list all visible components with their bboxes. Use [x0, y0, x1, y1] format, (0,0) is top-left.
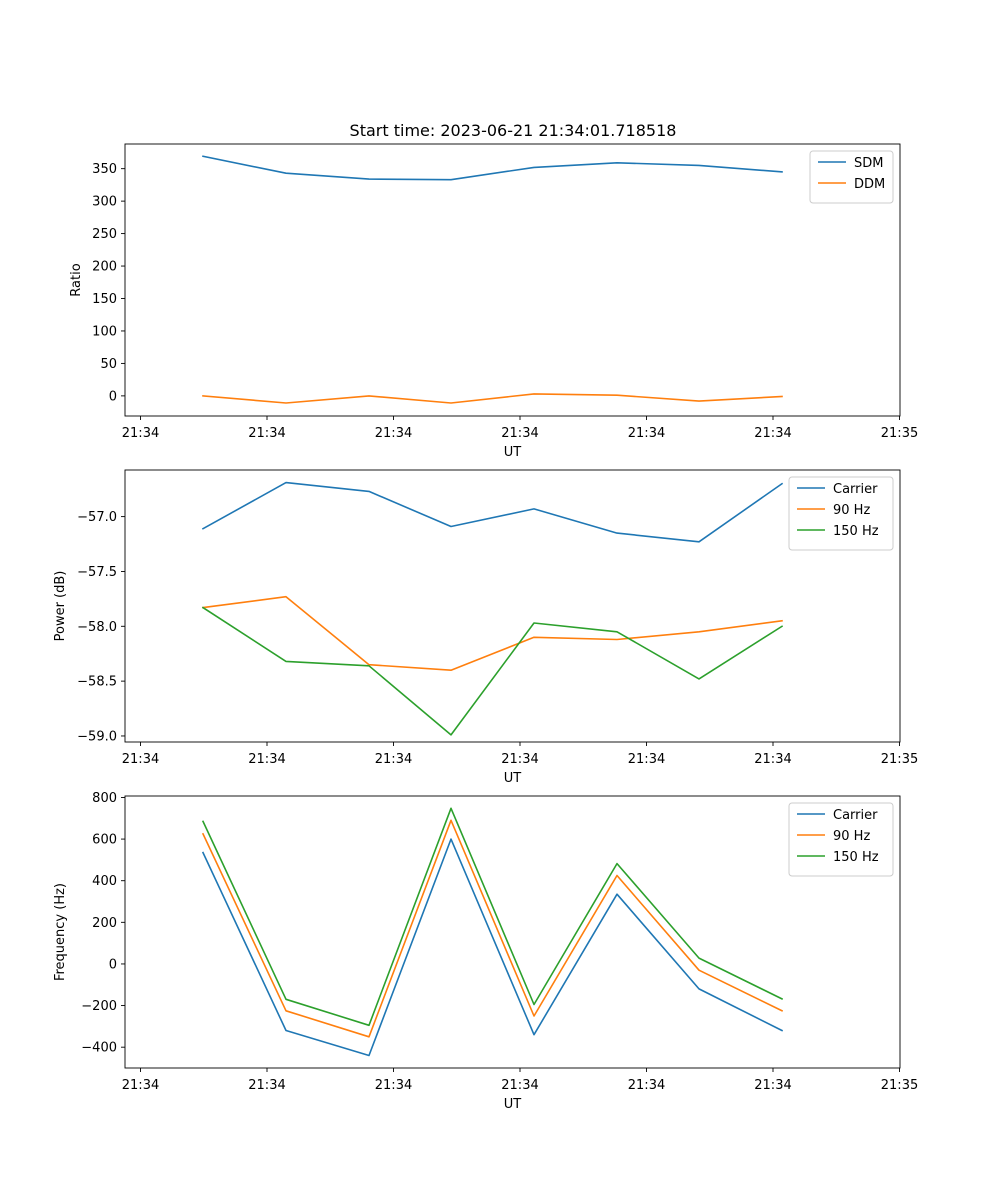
axes-frame	[124, 143, 901, 417]
x-axis-label: UT	[504, 1097, 522, 1112]
series-line	[201, 807, 784, 1027]
x-tick-label: 21:34	[501, 752, 538, 767]
legend-entry: 150 Hz	[833, 524, 879, 539]
series-line	[201, 819, 784, 1038]
chart-panel: 21:34 21:34 21:34 21:34 21:34 21:34 21:35 −400 −…	[53, 791, 918, 1112]
x-tick-label: 21:34	[754, 1078, 791, 1093]
legend-entry: 90 Hz	[833, 503, 870, 518]
y-tick-label: −57.0	[77, 510, 117, 525]
x-tick-label: 21:34	[628, 1078, 665, 1093]
legend-entry: SDM	[854, 156, 883, 171]
y-tick-label: 100	[92, 324, 117, 339]
y-tick-label: −59.0	[77, 729, 117, 744]
y-tick-label: 400	[92, 874, 117, 889]
legend-box	[788, 476, 894, 551]
legend: Carrier 90 Hz 150 Hz	[788, 802, 894, 877]
y-tick-label: 150	[92, 292, 117, 307]
legend-box	[809, 150, 894, 204]
series-line	[202, 595, 783, 672]
x-tick-label: 21:34	[122, 426, 159, 441]
legend-entry: Carrier	[833, 482, 878, 497]
x-axis-label: UT	[504, 771, 522, 786]
y-axis-label: Power (dB)	[53, 571, 68, 642]
x-tick-label: 21:34	[122, 1078, 159, 1093]
y-tick-label: 0	[109, 389, 117, 404]
x-tick-label: 21:34	[248, 752, 285, 767]
y-tick-label: 250	[92, 227, 117, 242]
x-tick-label: 21:34	[248, 426, 285, 441]
y-tick-label: 200	[92, 260, 117, 275]
plots: 21:34 21:34 21:34 21:34 21:34 21:34 21:35 0 50 10…	[53, 143, 918, 1112]
x-tick-label: 21:34	[122, 752, 159, 767]
legend: SDM DDM	[809, 150, 894, 204]
y-tick-label: −58.0	[77, 620, 117, 635]
x-tick-label: 21:35	[881, 752, 918, 767]
x-tick-label: 21:34	[375, 1078, 412, 1093]
x-tick-label: 21:34	[628, 752, 665, 767]
y-tick-label: 350	[92, 162, 117, 177]
x-tick-label: 21:34	[248, 1078, 285, 1093]
series-line	[202, 155, 783, 181]
y-tick-label: −57.5	[77, 565, 117, 580]
x-tick-label: 21:35	[881, 426, 918, 441]
y-tick-label: 800	[92, 791, 117, 806]
legend-entry: 90 Hz	[833, 829, 870, 844]
y-tick-label: 600	[92, 833, 117, 848]
x-tick-label: 21:34	[375, 752, 412, 767]
figure-title: Start time: 2023-06-21 21:34:01.718518	[350, 121, 677, 140]
y-tick-label: 50	[100, 357, 117, 372]
series-line	[201, 606, 784, 736]
legend-entry: DDM	[854, 177, 885, 192]
axes-frame	[124, 469, 901, 743]
x-tick-label: 21:34	[628, 426, 665, 441]
chart-panel: 21:34 21:34 21:34 21:34 21:34 21:34 21:35 0 50 10…	[69, 143, 918, 460]
x-tick-label: 21:34	[754, 752, 791, 767]
y-tick-label: 0	[109, 957, 117, 972]
x-tick-label: 21:34	[754, 426, 791, 441]
legend-entry: 150 Hz	[833, 850, 879, 865]
axes-frame	[124, 795, 901, 1069]
y-tick-label: 200	[92, 916, 117, 931]
x-tick-label: 21:34	[375, 426, 412, 441]
y-tick-label: −200	[81, 999, 117, 1014]
chart-panel: 21:34 21:34 21:34 21:34 21:34 21:34 21:35 −59.0…	[53, 469, 918, 786]
legend-box	[788, 802, 894, 877]
y-tick-label: −400	[81, 1041, 117, 1056]
legend: Carrier 90 Hz 150 Hz	[788, 476, 894, 551]
series-line	[201, 838, 784, 1057]
y-axis-label: Frequency (Hz)	[53, 883, 68, 981]
x-tick-label: 21:34	[501, 426, 538, 441]
series-line	[202, 393, 783, 404]
y-tick-label: 300	[92, 195, 117, 210]
x-tick-label: 21:35	[881, 1078, 918, 1093]
series-line	[201, 481, 784, 543]
x-tick-label: 21:34	[501, 1078, 538, 1093]
legend-entry: Carrier	[833, 808, 878, 823]
y-tick-label: −58.5	[77, 675, 117, 690]
x-axis-label: UT	[504, 445, 522, 460]
y-axis-label: Ratio	[69, 263, 84, 296]
